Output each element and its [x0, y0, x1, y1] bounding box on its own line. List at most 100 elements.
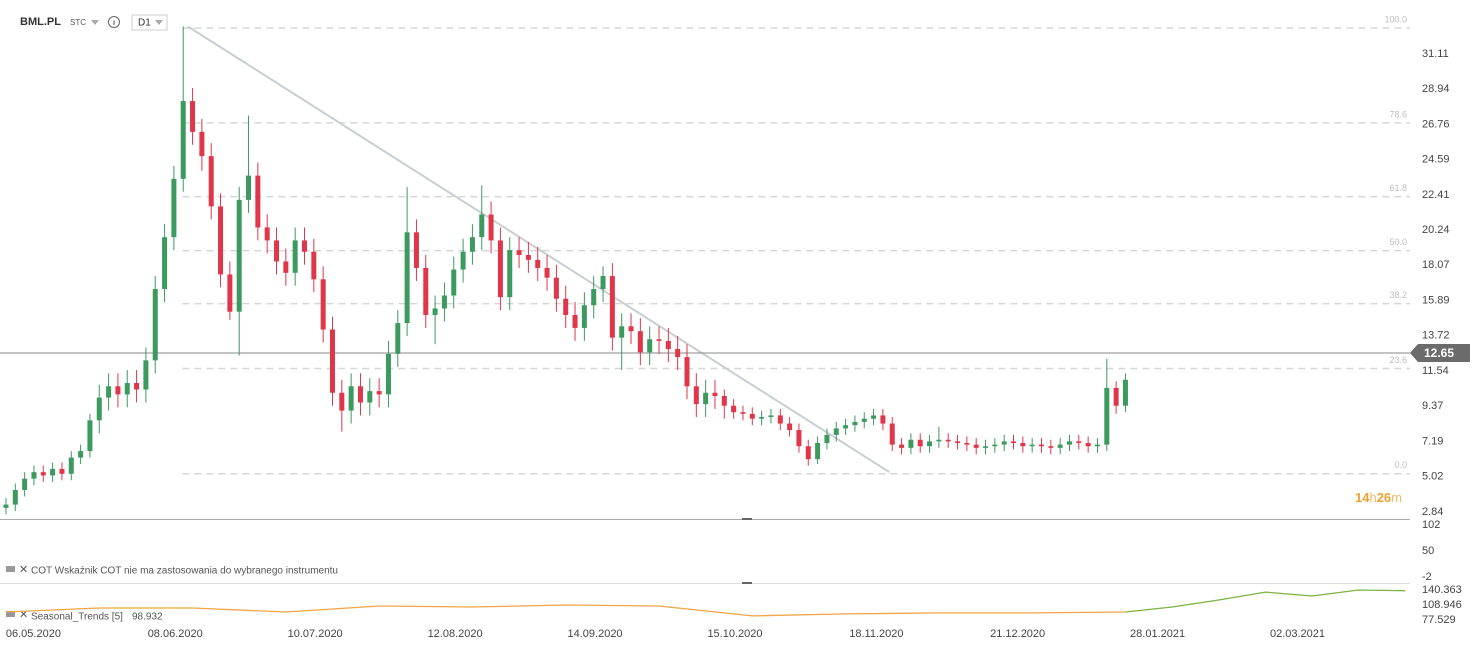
countdown-part: m — [1391, 490, 1402, 505]
candle-body — [563, 298, 569, 315]
candle-body — [432, 308, 438, 315]
info-icon[interactable] — [108, 16, 120, 28]
price-badge — [1410, 344, 1470, 363]
candle-body — [871, 415, 877, 419]
indicator-icon[interactable] — [6, 566, 15, 572]
candle-body — [22, 478, 28, 490]
candle-body — [945, 439, 951, 442]
candle-body — [404, 232, 410, 324]
y-tick-label: 18.07 — [1422, 259, 1450, 271]
candle-body — [908, 439, 914, 448]
y-tick-label: -2 — [1422, 571, 1432, 583]
interval-arrow[interactable] — [155, 20, 163, 25]
y-tick-label: 108.946 — [1422, 599, 1462, 611]
x-tick-label: 21.12.2020 — [990, 628, 1045, 640]
x-tick-label: 12.08.2020 — [428, 628, 483, 640]
candle-body — [367, 391, 373, 403]
y-tick-label: 26.76 — [1422, 118, 1450, 130]
candle-body — [917, 439, 923, 447]
candle-body — [815, 442, 821, 460]
cot-label: COT Wskaźnik COT nie ma zastosowania do … — [31, 566, 338, 577]
countdown: 14h26m — [1355, 490, 1402, 505]
y-tick-label: 28.94 — [1422, 83, 1450, 95]
candle-body — [283, 261, 289, 273]
candle-body — [880, 415, 886, 424]
candle-body — [553, 277, 559, 299]
x-tick-label: 15.10.2020 — [707, 628, 762, 640]
candle-body — [712, 392, 718, 396]
candle-body — [1039, 444, 1045, 447]
candle-body — [1029, 444, 1035, 447]
candle-body — [1104, 387, 1110, 445]
countdown-part: 26 — [1377, 490, 1391, 505]
candle-body — [50, 468, 56, 476]
candle-body — [78, 451, 84, 458]
indicator-icon[interactable] — [6, 611, 15, 617]
candle-body — [572, 314, 578, 328]
candle-body — [889, 423, 895, 445]
candle-body — [656, 339, 662, 341]
y-tick-label: 31.11 — [1422, 48, 1449, 60]
candle-body — [1094, 444, 1100, 447]
candle-body — [665, 340, 671, 349]
candle-body — [255, 175, 261, 228]
candle-body — [152, 289, 158, 361]
seasonal-line — [5, 604, 1126, 617]
interval-box[interactable] — [131, 14, 168, 31]
fib-label: 0.0 — [1394, 460, 1407, 470]
candle-body — [507, 250, 513, 298]
candle-body — [190, 101, 196, 132]
close-icon[interactable]: ✕ — [19, 564, 28, 576]
candle-body — [703, 392, 709, 405]
candle-body — [469, 237, 475, 252]
candle-body — [1011, 441, 1017, 443]
candle-body — [749, 413, 755, 419]
candle-body — [3, 504, 9, 508]
fib-label: 100.0 — [1384, 14, 1407, 24]
dropdown-arrow[interactable] — [91, 20, 99, 25]
candle-body — [451, 269, 457, 296]
candle-body — [824, 434, 830, 443]
x-tick-label: 18.11.2020 — [849, 628, 903, 640]
x-tick-label: 06.05.2020 — [6, 628, 61, 640]
candle-body — [516, 250, 522, 255]
market[interactable]: STC — [70, 18, 86, 27]
candle-body — [973, 444, 979, 448]
x-tick-label: 10.07.2020 — [288, 628, 343, 640]
candle-body — [162, 237, 168, 290]
candle-body — [1057, 444, 1063, 448]
candle-body — [955, 441, 961, 443]
candle-body — [385, 353, 391, 395]
candle-body — [759, 417, 765, 419]
symbol[interactable]: BML.PL — [20, 16, 61, 28]
y-tick-label: 24.59 — [1422, 153, 1450, 165]
candle-body — [1066, 441, 1072, 445]
candle-body — [684, 357, 690, 387]
candle-body — [488, 214, 494, 241]
candle-body — [264, 227, 270, 241]
candle-body — [246, 175, 252, 200]
y-tick-label: 15.89 — [1422, 294, 1450, 306]
candle-body — [1076, 441, 1082, 443]
candle-body — [693, 386, 699, 405]
fib-label: 61.8 — [1389, 183, 1407, 193]
candle-body — [12, 489, 18, 505]
candle-body — [805, 446, 811, 460]
candle-body — [395, 323, 401, 354]
candle-body — [497, 240, 503, 298]
candle-body — [600, 276, 606, 290]
candle-body — [619, 326, 625, 338]
fib-label: 23.6 — [1389, 355, 1407, 365]
candle-body — [199, 131, 205, 157]
y-tick-label: 20.24 — [1422, 224, 1450, 236]
interval[interactable]: D1 — [138, 18, 151, 29]
candle-body — [1020, 442, 1026, 447]
candle-body — [637, 331, 643, 353]
candle-body — [40, 472, 46, 476]
candle-body — [134, 383, 140, 390]
y-tick-label: 2.84 — [1422, 506, 1443, 518]
countdown-part: 14 — [1355, 490, 1370, 505]
close-icon[interactable]: ✕ — [19, 609, 28, 621]
candle-body — [115, 386, 121, 395]
candle-body — [899, 444, 905, 448]
